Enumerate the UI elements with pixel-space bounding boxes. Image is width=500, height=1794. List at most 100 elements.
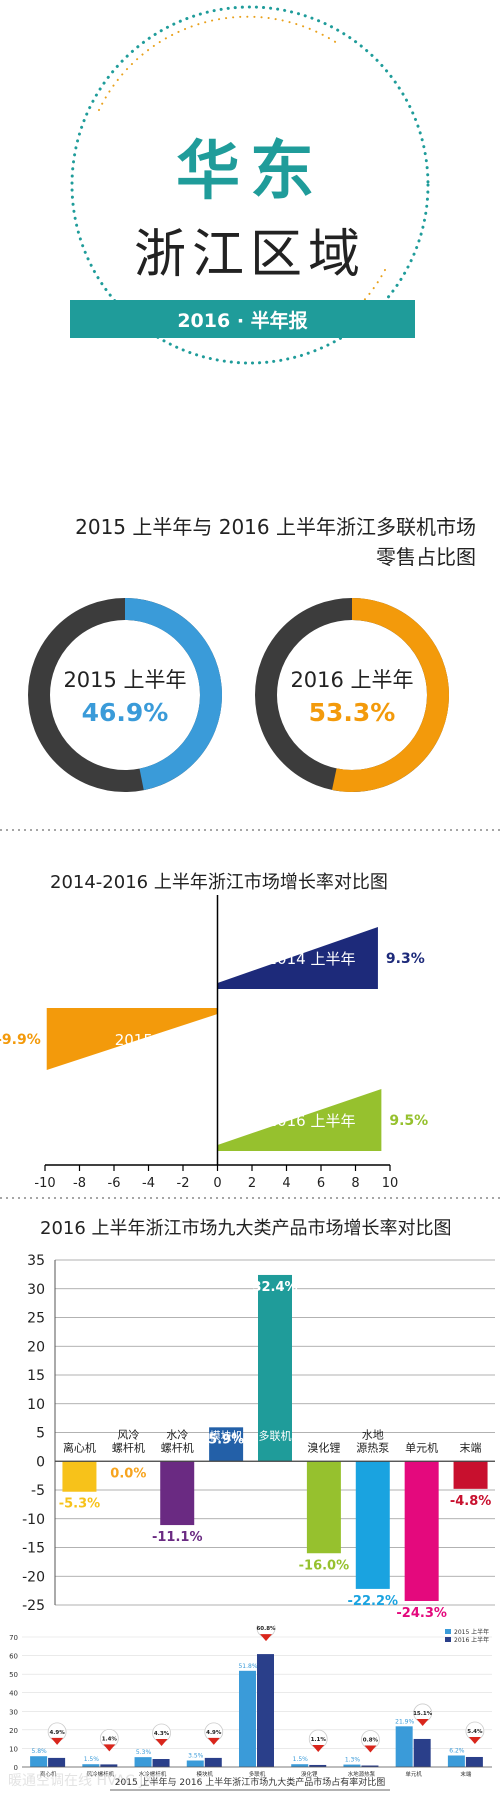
category-value-label: -5.3% (59, 1497, 100, 1512)
category-label: 单元机 (405, 1770, 422, 1778)
share-value-label: 4.9% (206, 1730, 222, 1736)
category-value-label: 0.0% (110, 1466, 146, 1481)
share-value-label: 5.8% (31, 1748, 47, 1755)
y-tick-label: 70 (9, 1634, 18, 1642)
y-tick-label: 15 (27, 1368, 45, 1384)
growth-bar-chart: 2014 上半年 9.3% 2015 上半年 -9.9% 2016 上半年 9.5% -10… (0, 895, 428, 1191)
y-tick-label: 35 (27, 1253, 45, 1269)
category-bar (258, 1274, 292, 1462)
y-tick-label: 25 (27, 1311, 45, 1327)
share-bar (152, 1759, 170, 1767)
y-tick-label: 10 (27, 1397, 45, 1413)
share-bar (343, 1764, 361, 1767)
outer-dotted-ring (70, 5, 430, 365)
share-down-marker (103, 1744, 116, 1752)
share-value-label: 4.3% (154, 1731, 170, 1737)
category-value-label: -24.3% (396, 1606, 447, 1621)
x-tick-label: -6 (108, 1176, 121, 1191)
x-tick-label: 4 (282, 1176, 290, 1191)
share-down-marker (51, 1737, 64, 1745)
x-tick-label: -8 (73, 1176, 86, 1191)
category-label: 水地源热泵 (348, 1770, 376, 1778)
share-down-marker (364, 1745, 377, 1753)
inner-dotted-arc-lower (329, 269, 386, 331)
donut-label: 2015 上半年 (63, 668, 186, 692)
share-down-marker (155, 1739, 168, 1747)
y-tick-label: 0 (14, 1764, 18, 1772)
share-value-label: 1.1% (311, 1737, 327, 1743)
share-bar (395, 1726, 413, 1767)
y-tick-label: 5 (36, 1426, 45, 1442)
share-value-label: 51.8% (238, 1663, 257, 1670)
share-value-label: 60.8% (256, 1626, 276, 1632)
share-value-label: 15.1% (413, 1711, 433, 1717)
y-tick-label: 10 (9, 1745, 18, 1753)
donut-slice (124, 598, 222, 791)
x-tick-label: -2 (177, 1176, 190, 1191)
share-bar (361, 1765, 379, 1767)
header-graphic (70, 5, 430, 365)
x-tick-label: 10 (382, 1176, 399, 1191)
y-tick-label: -20 (22, 1569, 45, 1585)
share-title: 2015 上半年与 2016 上半年浙江多联机市场 零售占比图 (75, 512, 476, 572)
share-bar (134, 1757, 152, 1767)
growth-bar-label: 2015 上半年 (115, 1031, 203, 1049)
x-tick-label: -4 (142, 1176, 155, 1191)
growth-bar (217, 927, 378, 989)
donut-inner-line (279, 622, 425, 768)
category-bar (453, 1461, 488, 1489)
report-label: 2016 · 半年报 (177, 310, 308, 332)
y-tick-label: -15 (22, 1541, 45, 1557)
category-growth-title: 2016 上半年浙江市场九大类产品市场增长率对比图 (40, 1218, 452, 1239)
share-down-marker (260, 1634, 272, 1642)
share-value-label: 3.5% (188, 1753, 204, 1760)
category-bar (209, 1427, 244, 1462)
growth-title: 2014-2016 上半年浙江市场增长率对比图 (50, 872, 388, 893)
share-value-label: 1.5% (84, 1756, 100, 1763)
x-tick-label: 0 (213, 1176, 221, 1191)
share-bar (30, 1756, 48, 1767)
share-title-line1: 2015 上半年与 2016 上半年浙江多联机市场 (75, 515, 476, 539)
category-label: 螺杆机 (112, 1440, 145, 1454)
category-value-label: -16.0% (299, 1558, 350, 1573)
category-bar (404, 1461, 439, 1601)
share-bar (186, 1760, 204, 1767)
share-bar (48, 1757, 66, 1767)
share-bar (204, 1757, 222, 1767)
share-bar (413, 1738, 431, 1767)
share-title-line2: 零售占比图 (376, 545, 476, 569)
category-label: 多联机 (259, 1428, 292, 1442)
section-divider-1 (0, 829, 500, 831)
share-donut-charts: 2015 上半年 46.9% 2016 上半年 53.3% (28, 598, 449, 792)
share-value-label: 4.9% (49, 1730, 65, 1736)
donut-dotted-ring (281, 624, 423, 766)
category-label: 溴化锂 (301, 1770, 318, 1778)
share-down-marker (312, 1744, 325, 1752)
share-bar (239, 1670, 256, 1767)
share-value-label: 0.8% (363, 1738, 379, 1744)
donut-value-label: 46.9% (82, 698, 169, 727)
share-value-label: 1.4% (102, 1736, 118, 1742)
category-value-label: -4.8% (450, 1494, 491, 1509)
y-tick-label: 40 (9, 1690, 18, 1698)
category-bar (160, 1461, 195, 1526)
donut-label: 2016 上半年 (290, 668, 413, 692)
growth-value-label: -9.9% (0, 1032, 41, 1048)
x-tick-label: 6 (317, 1176, 325, 1191)
legend-label: 2015 上半年 (454, 1628, 489, 1636)
category-bar (306, 1461, 341, 1554)
category-label: 源热泵 (356, 1440, 389, 1454)
category-label: 溴化锂 (307, 1440, 340, 1454)
share-down-marker (207, 1737, 220, 1745)
donut-dotted-ring (54, 624, 196, 766)
share-down-marker (416, 1718, 429, 1726)
growth-bar-label: 2016 上半年 (268, 1112, 356, 1130)
report-banner (70, 300, 415, 338)
category-growth-chart: 35 30 25 20 15 10 5 0 -5 -10 -15 -20 -25 离心机 -5.3% 风冷螺杆… (22, 1253, 495, 1621)
y-tick-label: 30 (9, 1708, 18, 1716)
growth-bar-label: 2014 上半年 (268, 950, 356, 968)
share-bar (82, 1764, 100, 1767)
growth-value-label: 9.3% (386, 951, 425, 967)
category-label: 螺杆机 (161, 1440, 194, 1454)
